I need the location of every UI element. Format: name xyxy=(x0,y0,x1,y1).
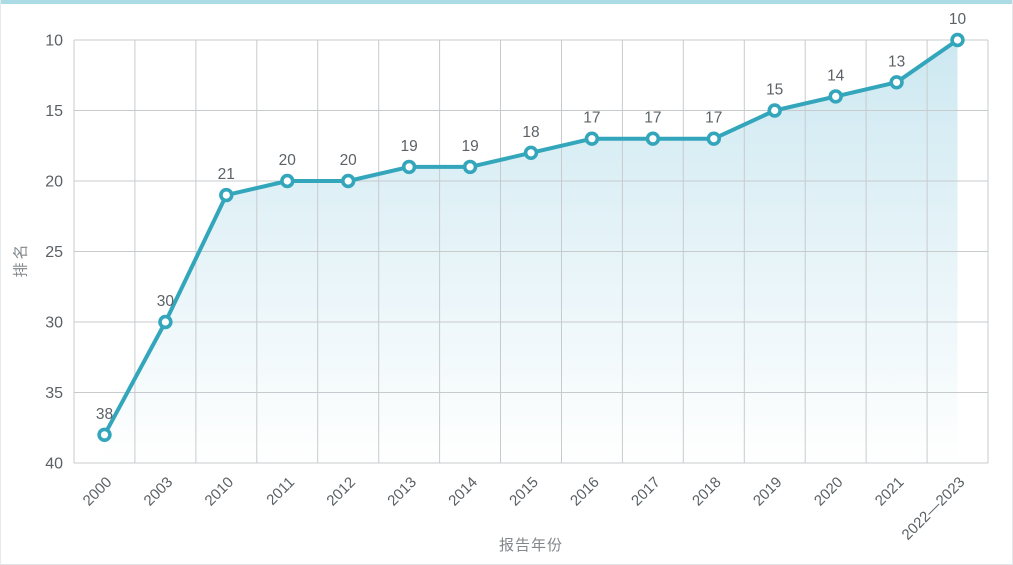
data-label: 38 xyxy=(96,406,113,423)
data-point[interactable] xyxy=(219,187,234,203)
y-tick-label: 40 xyxy=(45,456,63,473)
data-point[interactable] xyxy=(462,159,478,175)
x-tick-label: 2014 xyxy=(445,474,481,510)
y-tick-label: 15 xyxy=(45,103,63,120)
data-label: 19 xyxy=(400,138,417,155)
data-point[interactable] xyxy=(280,173,295,189)
data-point[interactable] xyxy=(706,131,721,146)
data-label: 17 xyxy=(705,110,722,127)
data-label: 20 xyxy=(279,152,297,169)
x-tick-label: 2017 xyxy=(628,474,664,510)
data-label: 17 xyxy=(644,110,661,127)
data-label: 30 xyxy=(157,293,175,310)
y-tick-label: 10 xyxy=(45,33,63,50)
data-label: 20 xyxy=(340,152,358,169)
data-point[interactable] xyxy=(401,159,417,175)
x-axis-title: 报告年份 xyxy=(498,537,564,554)
x-tick-label: 2010 xyxy=(202,474,238,510)
data-point[interactable] xyxy=(523,145,539,161)
data-point[interactable] xyxy=(889,75,904,90)
x-tick-label: 2011 xyxy=(263,474,298,509)
y-tick-label: 30 xyxy=(45,315,63,332)
data-point[interactable] xyxy=(341,173,356,189)
data-label: 10 xyxy=(949,11,967,28)
data-point[interactable] xyxy=(645,131,661,146)
data-label: 13 xyxy=(888,53,905,70)
y-tick-label: 25 xyxy=(45,244,63,261)
x-tick-label: 2015 xyxy=(506,474,542,510)
y-tick-label: 20 xyxy=(45,174,63,191)
x-tick-label: 2000 xyxy=(80,474,116,510)
y-tick-label: 35 xyxy=(45,385,63,402)
x-tick-label: 2021 xyxy=(872,474,908,510)
data-point[interactable] xyxy=(828,89,843,104)
data-point[interactable] xyxy=(767,103,782,118)
x-tick-label: 2018 xyxy=(689,474,725,510)
x-tick-label: 2022—2023 xyxy=(899,474,969,544)
data-point[interactable] xyxy=(158,314,173,330)
x-tick-label: 2003 xyxy=(141,474,177,510)
data-point[interactable] xyxy=(97,427,112,442)
top-accent-bar xyxy=(1,0,1012,4)
data-label: 21 xyxy=(218,166,235,183)
x-tick-label: 2013 xyxy=(384,474,420,510)
x-tick-label: 2019 xyxy=(750,474,786,510)
data-point[interactable] xyxy=(950,32,965,48)
data-label: 19 xyxy=(461,138,478,155)
data-point[interactable] xyxy=(584,131,600,146)
x-tick-label: 2012 xyxy=(323,474,359,510)
x-tick-label: 2020 xyxy=(811,474,847,510)
data-label: 18 xyxy=(522,124,539,141)
data-label: 14 xyxy=(827,67,845,84)
data-label: 15 xyxy=(766,82,783,99)
x-tick-label: 2016 xyxy=(567,474,603,510)
data-label: 17 xyxy=(583,110,600,127)
